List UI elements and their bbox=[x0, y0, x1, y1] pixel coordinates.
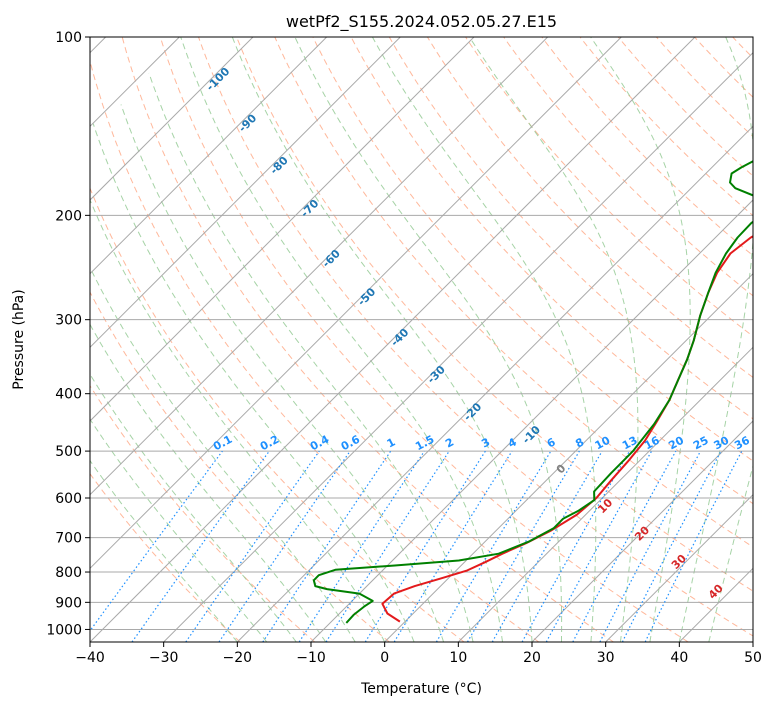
mixing-ratio-line bbox=[90, 450, 223, 632]
x-tick-label: −10 bbox=[296, 650, 326, 666]
moist-adiabat-line bbox=[90, 373, 297, 642]
moist-adiabat-line bbox=[90, 418, 268, 642]
moist-adiabat-line bbox=[708, 464, 753, 642]
y-tick-label: 1000 bbox=[46, 622, 82, 638]
dry-adiabat-line bbox=[388, 37, 753, 420]
x-tick-label: 30 bbox=[597, 650, 615, 666]
series-lines bbox=[312, 160, 753, 624]
y-tick-label: 100 bbox=[55, 30, 82, 46]
isotherm-line bbox=[90, 37, 401, 349]
isotherm-line bbox=[163, 51, 753, 642]
mixing-ratio-line bbox=[435, 450, 552, 642]
dry-adiabat-line bbox=[90, 291, 390, 642]
dry-adiabat-line bbox=[90, 186, 465, 642]
moist-adiabat-line bbox=[90, 323, 327, 642]
dry-adiabat-line bbox=[159, 37, 689, 642]
isotherm-line bbox=[90, 37, 622, 570]
x-tick-label: 0 bbox=[380, 650, 389, 666]
moist-adiabat-line bbox=[120, 104, 445, 642]
isotherm-line bbox=[90, 37, 328, 275]
moist-adiabat-line bbox=[92, 123, 415, 642]
x-tick-label: −30 bbox=[149, 650, 179, 666]
isotherm-line bbox=[236, 125, 753, 642]
moist-adiabat-line bbox=[678, 37, 753, 642]
background-lines bbox=[90, 37, 753, 642]
mixing-ratio-line bbox=[393, 450, 513, 642]
x-axis-label: Temperature (°C) bbox=[360, 681, 482, 697]
moist-adiabat-line bbox=[371, 37, 597, 642]
mixing-ratio-line bbox=[218, 450, 351, 642]
x-tick-label: −40 bbox=[75, 650, 105, 666]
y-tick-label: 900 bbox=[55, 595, 82, 611]
dry-adiabat-line bbox=[90, 384, 316, 642]
mixing-ratio-label: 36 bbox=[732, 434, 752, 453]
x-tick-label: 50 bbox=[744, 650, 762, 666]
y-tick-label: 300 bbox=[55, 313, 82, 329]
dry-adiabat-line bbox=[198, 37, 753, 637]
isotherm-line bbox=[605, 493, 753, 642]
isotherm-line bbox=[384, 272, 753, 642]
mixing-ratio-line bbox=[572, 450, 677, 642]
mixing-ratio-line bbox=[545, 450, 653, 642]
mixing-ratio-line bbox=[325, 450, 450, 642]
moist-adiabat-line bbox=[148, 72, 474, 642]
dry-adiabat-line bbox=[312, 37, 753, 505]
y-tick-label: 600 bbox=[55, 491, 82, 507]
moist-adiabat-line bbox=[468, 37, 639, 642]
moist-adiabat-line bbox=[590, 37, 691, 642]
mixing-ratio-label: 30 bbox=[712, 434, 732, 453]
x-tick-label: −20 bbox=[223, 650, 253, 666]
mixing-ratio-label: 10 bbox=[593, 434, 613, 453]
mixing-ratio-line bbox=[491, 450, 603, 642]
y-tick-label: 500 bbox=[55, 444, 82, 460]
isotherm-line bbox=[310, 199, 753, 642]
mixing-ratio-label: 20 bbox=[666, 434, 686, 453]
x-tick-label: 40 bbox=[670, 650, 688, 666]
moist-adiabat-line bbox=[231, 37, 533, 642]
dry-adiabat-line bbox=[426, 37, 753, 378]
y-tick-label: 700 bbox=[55, 531, 82, 547]
dry-adiabat-line bbox=[236, 37, 753, 592]
y-tick-label: 200 bbox=[55, 208, 82, 224]
dry-adiabat-line bbox=[121, 37, 614, 642]
isotherm-line bbox=[90, 37, 254, 201]
plot-frame bbox=[89, 36, 754, 643]
y-tick-label: 800 bbox=[55, 565, 82, 581]
y-axis-label: Pressure (hPa) bbox=[11, 289, 27, 389]
mixing-ratio-label: 25 bbox=[691, 434, 711, 453]
dry-adiabat-line bbox=[617, 37, 753, 177]
isotherm-line bbox=[90, 37, 696, 642]
mixing-ratio-line bbox=[521, 450, 631, 642]
dry-adiabat-line bbox=[503, 37, 753, 297]
x-tick-label: 10 bbox=[449, 650, 467, 666]
dry-adiabat-line bbox=[274, 37, 753, 548]
mixing-ratio-line bbox=[466, 450, 580, 642]
isotherm-line bbox=[90, 37, 549, 496]
isotherm-line bbox=[531, 420, 753, 642]
isotherm-line bbox=[90, 37, 475, 422]
mixing-ratio-line bbox=[185, 450, 320, 642]
mixing-ratio-line bbox=[131, 450, 270, 642]
moist-adiabat-line bbox=[180, 37, 503, 642]
axis-ticks: −40 −30 −20 −10 0 10 20 30 40 50 100 200 300 400 500 60… bbox=[46, 30, 762, 666]
dry-adiabat-line bbox=[90, 59, 540, 642]
chart-title: wetPf2_S155.2024.052.05.27.E15 bbox=[286, 12, 557, 32]
x-tick-label: 20 bbox=[523, 650, 541, 666]
moist-adiabat-line bbox=[90, 266, 356, 642]
isotherm-line bbox=[457, 346, 753, 642]
moist-adiabat-line bbox=[294, 37, 563, 642]
dewpoint-profile-line bbox=[312, 160, 753, 624]
y-tick-label: 400 bbox=[55, 387, 82, 403]
